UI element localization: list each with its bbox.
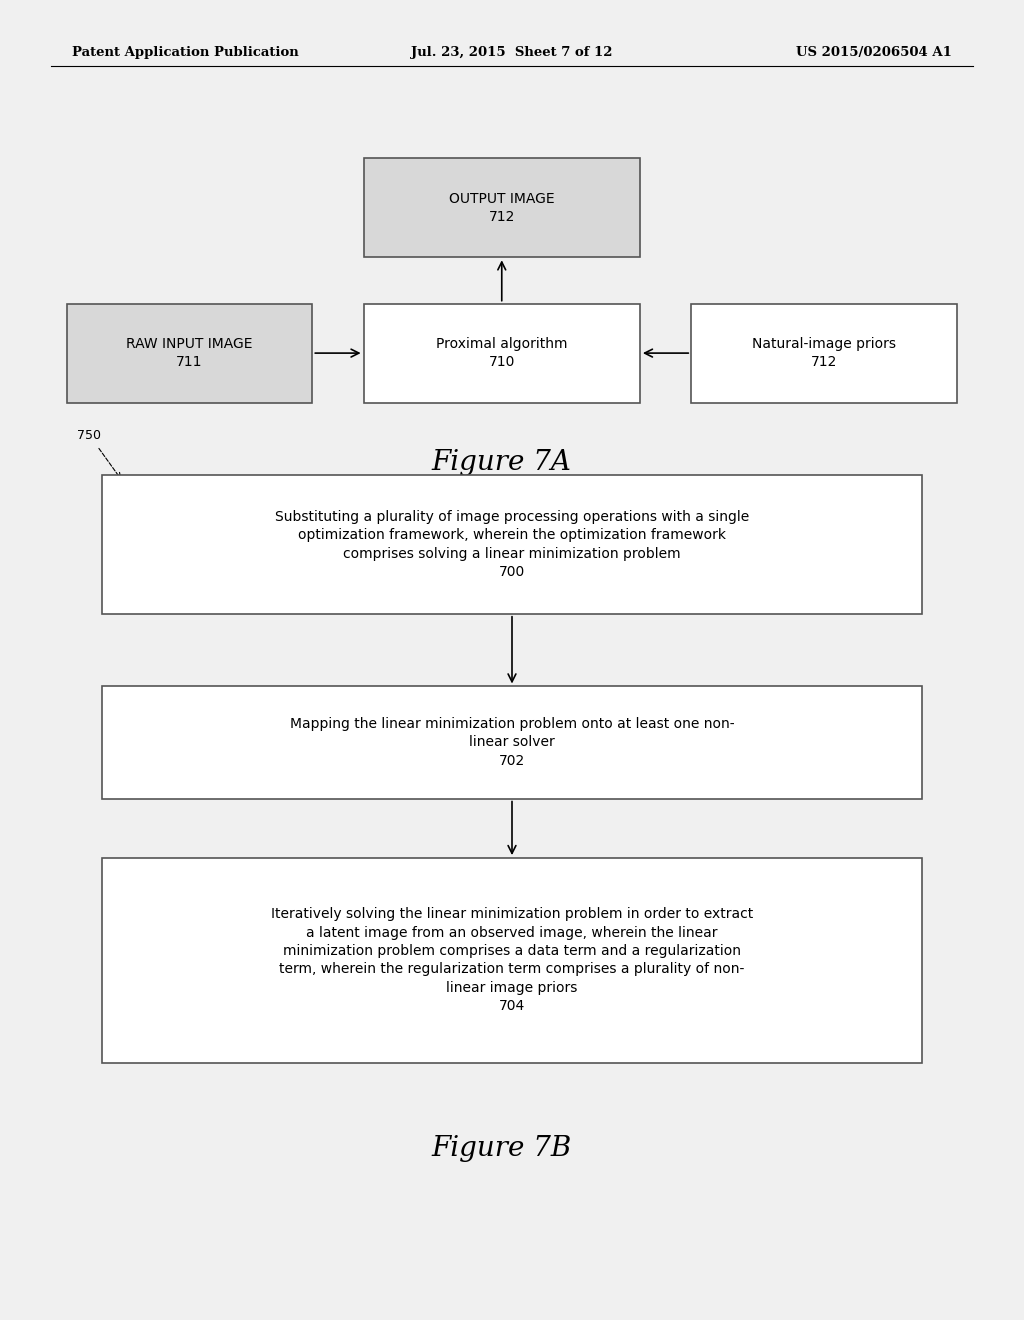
FancyBboxPatch shape <box>364 304 640 403</box>
FancyBboxPatch shape <box>364 158 640 257</box>
Text: RAW INPUT IMAGE
711: RAW INPUT IMAGE 711 <box>126 337 253 370</box>
Text: Figure 7B: Figure 7B <box>432 1135 571 1162</box>
Text: Figure 7A: Figure 7A <box>432 449 571 475</box>
FancyBboxPatch shape <box>102 686 922 799</box>
Text: Iteratively solving the linear minimization problem in order to extract
a latent: Iteratively solving the linear minimizat… <box>271 907 753 1014</box>
FancyBboxPatch shape <box>102 475 922 614</box>
FancyBboxPatch shape <box>691 304 957 403</box>
FancyBboxPatch shape <box>102 858 922 1063</box>
Text: Patent Application Publication: Patent Application Publication <box>72 46 298 59</box>
Text: Substituting a plurality of image processing operations with a single
optimizati: Substituting a plurality of image proces… <box>274 510 750 579</box>
Text: 750: 750 <box>77 429 100 442</box>
Text: Natural-image priors
712: Natural-image priors 712 <box>753 337 896 370</box>
Text: Jul. 23, 2015  Sheet 7 of 12: Jul. 23, 2015 Sheet 7 of 12 <box>412 46 612 59</box>
Text: Mapping the linear minimization problem onto at least one non-
linear solver
702: Mapping the linear minimization problem … <box>290 717 734 768</box>
Text: US 2015/0206504 A1: US 2015/0206504 A1 <box>797 46 952 59</box>
Text: Proximal algorithm
710: Proximal algorithm 710 <box>436 337 567 370</box>
FancyBboxPatch shape <box>67 304 312 403</box>
Text: OUTPUT IMAGE
712: OUTPUT IMAGE 712 <box>449 191 555 224</box>
